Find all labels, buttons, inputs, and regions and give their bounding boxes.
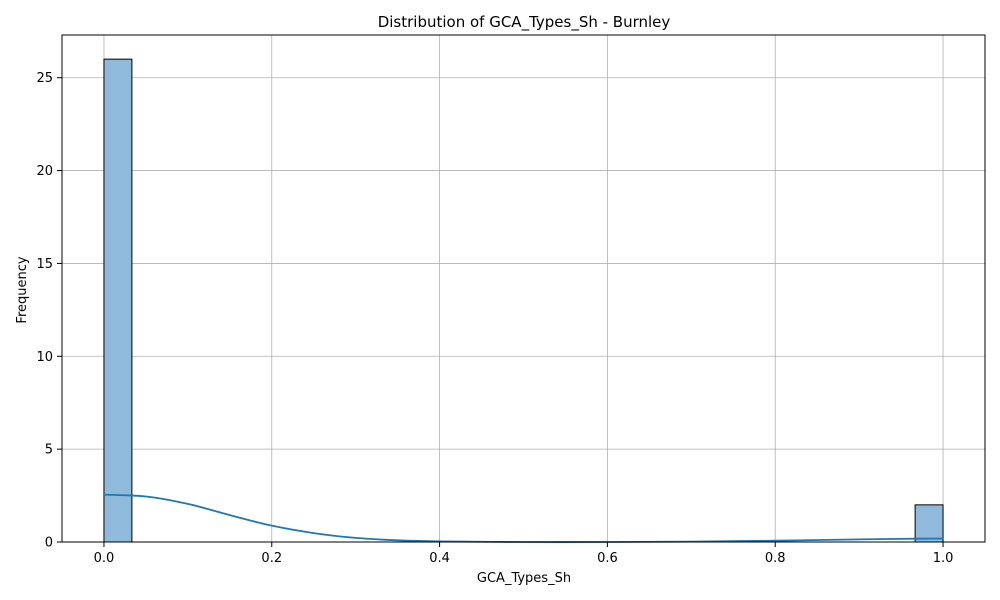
y-axis-ticks: 0 5 10 15 20 25 xyxy=(36,71,62,551)
x-tick-label: 0.0 xyxy=(94,551,115,566)
x-tick-label: 0.2 xyxy=(261,551,282,566)
y-tick-label: 5 xyxy=(45,443,53,458)
histogram-bar xyxy=(103,58,133,543)
kde-curve xyxy=(103,493,944,543)
y-tick-label: 15 xyxy=(36,257,53,272)
y-tick-label: 20 xyxy=(36,164,53,179)
histogram-bar xyxy=(914,504,944,543)
x-tick-label: 0.6 xyxy=(597,551,618,566)
x-axis-ticks: 0.0 0.2 0.4 0.6 0.8 1.0 xyxy=(94,542,954,566)
x-tick-label: 0.4 xyxy=(429,551,450,566)
axes-frame xyxy=(61,34,986,543)
x-tick-label: 1.0 xyxy=(933,551,954,566)
y-tick-label: 10 xyxy=(36,350,53,365)
chart-title: Distribution of GCA_Types_Sh - Burnley xyxy=(378,13,671,32)
y-tick-label: 0 xyxy=(45,536,53,551)
y-tick-label: 25 xyxy=(36,71,53,86)
x-axis-label: GCA_Types_Sh xyxy=(477,571,571,586)
y-axis-label: Frequency xyxy=(15,256,30,323)
x-tick-label: 0.8 xyxy=(765,551,786,566)
histogram-bars xyxy=(103,58,944,543)
